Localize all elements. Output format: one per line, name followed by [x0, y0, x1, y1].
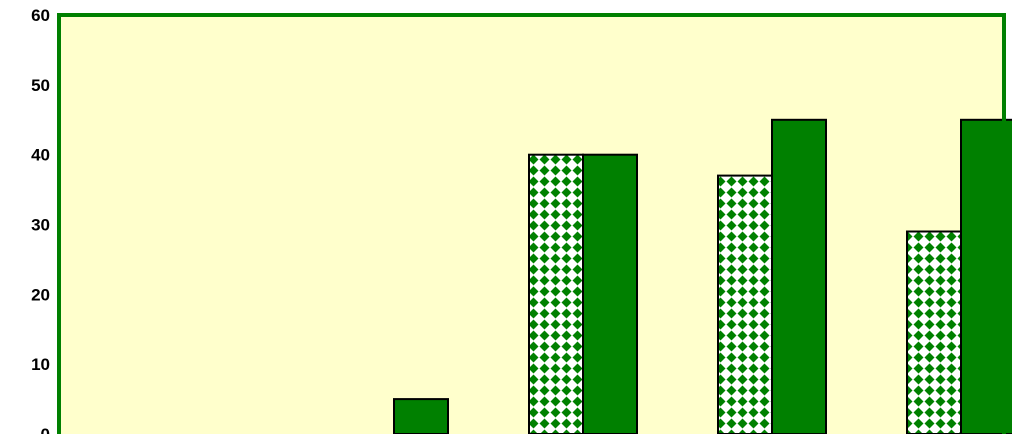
bar-series1-cat5: [906, 230, 962, 434]
y-tick-label: 0: [41, 425, 50, 434]
y-tick-label: 50: [31, 76, 50, 95]
y-tick-label: 20: [31, 285, 50, 304]
bar-series1-cat4: [717, 174, 773, 434]
y-tick-label: 30: [31, 216, 50, 235]
y-tick-label: 10: [31, 355, 50, 374]
y-tick-label: 40: [31, 146, 50, 165]
bar-series1-cat3: [528, 153, 584, 434]
bar-series2-cat2: [393, 398, 449, 434]
bar-series2-cat3: [582, 153, 638, 434]
y-axis-tick-labels: 0 10 20 30 40 50 60: [31, 6, 50, 434]
bar-series2-cat4: [771, 118, 827, 434]
plot-border: [57, 13, 1006, 434]
y-tick-label: 60: [31, 6, 50, 25]
